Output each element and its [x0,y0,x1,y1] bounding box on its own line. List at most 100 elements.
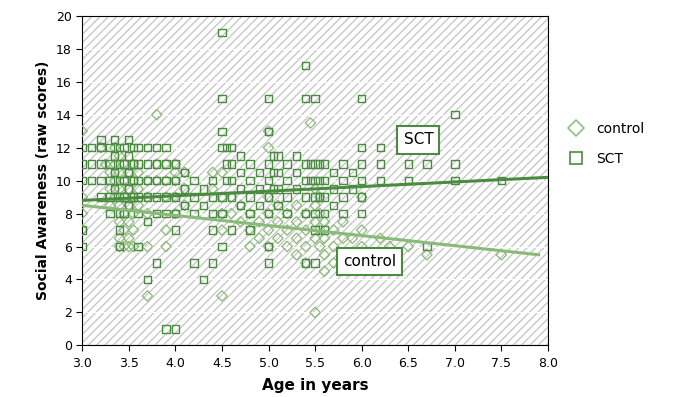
Point [319,268,330,274]
Point [273,153,284,159]
Point [291,252,302,258]
Point [300,177,311,184]
Point [105,161,116,168]
Point [282,194,292,200]
Point [235,186,246,192]
Point [282,210,292,217]
Point [403,243,414,250]
Point [216,293,227,299]
Point [338,177,349,184]
Point [160,177,171,184]
Point [263,243,274,250]
Point [188,260,199,266]
Point [496,177,507,184]
Point [128,145,139,151]
Point [142,177,153,184]
Point [226,194,237,200]
Point [356,210,367,217]
Point [123,169,134,175]
Point [421,145,432,151]
Point [95,194,106,200]
Point [133,186,144,192]
Point [114,169,125,175]
Point [207,210,218,217]
Point [300,260,311,266]
Point [221,161,232,168]
Point [356,194,367,200]
Bar [82,181,548,214]
Point [328,202,339,208]
Point [375,161,386,168]
Point [77,128,88,134]
Point [319,235,330,241]
Point [119,177,129,184]
Point [170,161,181,168]
Point [300,210,311,217]
Point [198,276,209,283]
Point [114,161,125,168]
Point [77,227,88,233]
Point [179,186,190,192]
Point [263,177,274,184]
Point [273,202,284,208]
Point [188,210,199,217]
Point [105,210,116,217]
Point [142,293,153,299]
Point [245,210,256,217]
Point [328,260,339,266]
Point [95,145,106,151]
Point [347,252,358,258]
Point [123,169,134,175]
Point [338,210,349,217]
Point [114,243,125,250]
Point [170,210,181,217]
Point [170,227,181,233]
Point [123,235,134,241]
Point [216,128,227,134]
Point [263,194,274,200]
Point [314,194,325,200]
Point [310,227,321,233]
Bar [82,16,548,49]
Point [347,186,358,192]
Point [188,194,199,200]
Point [338,219,349,225]
Point [110,194,121,200]
Point [77,194,88,200]
Point [449,112,460,118]
Point [123,186,134,192]
Point [198,186,209,192]
Point [123,243,134,250]
Point [291,202,302,208]
Point [291,235,302,241]
Point [263,260,274,266]
Point [142,219,153,225]
Point [105,194,116,200]
Point [133,202,144,208]
Point [496,252,507,258]
Point [310,161,321,168]
Point [105,145,116,151]
Point [105,186,116,192]
Point [300,194,311,200]
Point [319,210,330,217]
Point [151,145,162,151]
Point [310,219,321,225]
Point [216,210,227,217]
Point [170,326,181,332]
Point [198,202,209,208]
Point [235,219,246,225]
Point [300,62,311,68]
Point [338,161,349,168]
Point [128,177,139,184]
Text: SCT: SCT [403,132,434,147]
Point [328,243,339,250]
Point [142,145,153,151]
Point [221,145,232,151]
Point [328,227,339,233]
Point [114,210,125,217]
Point [128,177,139,184]
Point [245,161,256,168]
Point [110,145,121,151]
Point [142,177,153,184]
